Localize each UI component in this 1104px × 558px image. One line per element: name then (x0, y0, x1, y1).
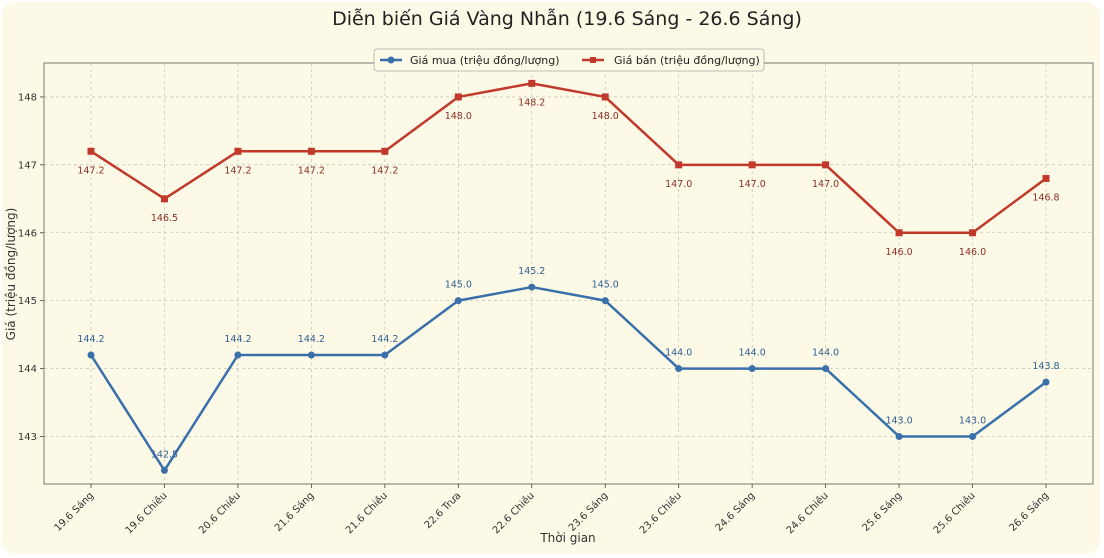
buy-price-label: 145.0 (592, 280, 619, 291)
buy-price-label: 144.2 (298, 334, 325, 345)
sell-price-point (969, 229, 977, 237)
sell-price-label: 146.0 (959, 247, 986, 258)
sell-price-label: 147.2 (224, 165, 251, 176)
sell-price-point (748, 161, 756, 169)
buy-price-point (160, 466, 168, 474)
gridlines (44, 63, 1093, 484)
x-tick-label: 21.6 Chiều (343, 490, 390, 537)
chart-title: Diễn biến Giá Vàng Nhẫn (19.6 Sáng - 26.… (332, 7, 802, 30)
buy-price-label: 144.0 (665, 348, 692, 359)
legend-box (373, 48, 765, 72)
sell-price-point (822, 161, 830, 169)
sell-price-label: 147.2 (371, 165, 398, 176)
x-tick-label: 26.6 Sáng (1007, 490, 1051, 534)
x-tick-label: 25.6 Chiều (931, 490, 978, 537)
x-axis-ticks: 19.6 Sáng 19.6 Chiều 20.6 Chiều 21.6 Sáng 21… (52, 484, 1051, 536)
sell-price-label: 147.0 (739, 179, 766, 190)
sell-price-point (601, 93, 609, 101)
buy-price-label: 144.2 (77, 334, 104, 345)
legend-marker-sell (590, 57, 596, 63)
buy-price-point (307, 351, 315, 359)
plot-area (43, 62, 1094, 485)
sell-price-label: 147.0 (665, 179, 692, 190)
buy-price-label: 145.2 (518, 266, 545, 277)
sell-price-point (87, 147, 95, 155)
y-axis-label: Giá (triệu đồng/lượng) (4, 208, 18, 341)
sell-price-label: 146.0 (885, 247, 912, 258)
x-tick-label: 22.6 Chiều (490, 490, 537, 537)
legend-marker-buy (387, 56, 395, 64)
sell-price-point (1042, 174, 1050, 182)
buy-price-label: 143.8 (1032, 361, 1059, 372)
y-tick-label: 146 (18, 228, 37, 239)
legend-label-sell: Giá bán (triệu đồng/lượng) (614, 54, 760, 67)
y-tick-label: 143 (18, 432, 37, 443)
sell-price-label: 148.0 (445, 111, 472, 122)
x-tick-label: 20.6 Chiều (196, 490, 243, 537)
buy-price-point (748, 365, 756, 373)
buy-price-label: 144.2 (224, 334, 251, 345)
sell-price-point (160, 195, 168, 203)
sell-price-label: 146.5 (151, 213, 178, 224)
x-tick-label: 22.6 Trưa (423, 490, 464, 531)
buy-price-label: 144.2 (371, 334, 398, 345)
sell-price-label: 147.2 (77, 165, 104, 176)
buy-price-point (381, 351, 389, 359)
x-tick-label: 24.6 Chiều (784, 490, 831, 537)
buy-price-point (528, 283, 536, 291)
y-tick-label: 145 (18, 296, 37, 307)
y-tick-label: 147 (18, 160, 37, 171)
legend-label-buy: Giá mua (triệu đồng/lượng) (410, 54, 560, 67)
x-tick-label: 21.6 Sáng (272, 490, 316, 534)
buy-price-point (454, 297, 462, 305)
x-tick-label: 24.6 Sáng (713, 490, 757, 534)
buy-price-point (1042, 378, 1050, 386)
buy-price-label: 145.0 (445, 280, 472, 291)
buy-price-label: 143.0 (959, 415, 986, 426)
sell-price-label: 147.2 (298, 165, 325, 176)
sell-price-point (307, 147, 315, 155)
y-tick-label: 144 (18, 364, 37, 375)
sell-price-point (675, 161, 683, 169)
x-tick-label: 25.6 Sáng (860, 490, 904, 534)
sell-price-line (90, 82, 1047, 235)
sell-price-label: 147.0 (812, 179, 839, 190)
sell-price-point (234, 147, 242, 155)
buy-price-point (822, 365, 830, 373)
sell-price-label: 146.8 (1032, 192, 1059, 203)
buy-price-point (675, 365, 683, 373)
y-axis-ticks: 143 144 145 146 147 148 (18, 92, 44, 443)
buy-price-point (234, 351, 242, 359)
x-tick-label: 19.6 Chiều (123, 490, 170, 537)
x-axis-label: Thời gian (539, 531, 595, 545)
sell-price-label: 148.0 (592, 111, 619, 122)
buy-price-point (601, 297, 609, 305)
buy-price-point (969, 432, 977, 440)
buy-price-point (895, 432, 903, 440)
x-tick-label: 23.6 Chiều (637, 490, 684, 537)
sell-price-point (381, 147, 389, 155)
legend: Giá mua (triệu đồng/lượng) Giá bán (triệ… (373, 48, 765, 72)
x-tick-label: 19.6 Sáng (52, 490, 96, 534)
sell-price-label: 148.2 (518, 97, 545, 108)
sell-price-point (528, 79, 536, 87)
sell-price-point (454, 93, 462, 101)
buy-price-label: 144.0 (739, 348, 766, 359)
y-tick-label: 148 (18, 92, 37, 103)
buy-price-line (89, 285, 1047, 472)
buy-price-point (87, 351, 95, 359)
sell-price-point (895, 229, 903, 237)
series-group: 144.2 142.5 144.2 144.2 144.2 145.0 145.2 145.0… (77, 79, 1060, 474)
buy-price-label: 144.0 (812, 348, 839, 359)
buy-price-label: 142.5 (151, 449, 178, 460)
x-tick-label: 23.6 Sáng (566, 490, 610, 534)
buy-price-label: 143.0 (885, 415, 912, 426)
